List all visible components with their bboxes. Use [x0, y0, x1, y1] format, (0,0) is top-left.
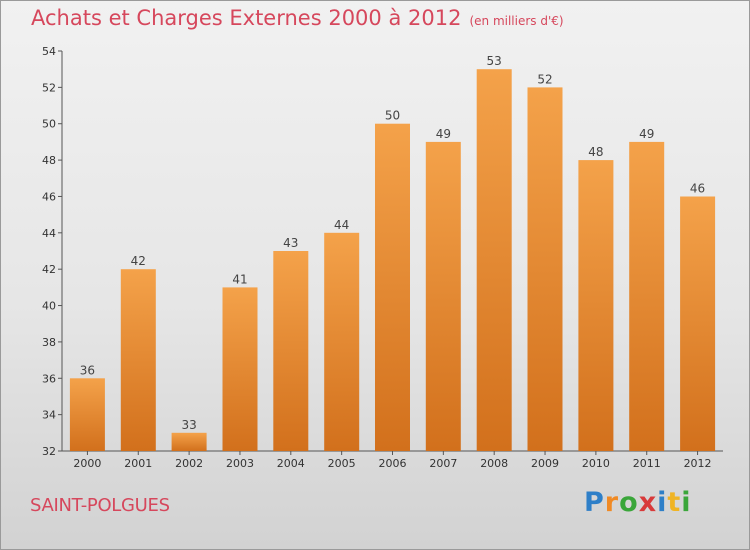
bars [69, 69, 716, 452]
y-tick-label: 46 [42, 190, 56, 203]
y-tick-label: 48 [42, 154, 56, 167]
bar-2005 [324, 232, 360, 451]
chart-title: Achats et Charges Externes 2000 à 2012 (e… [31, 6, 564, 30]
x-tick-label: 2008 [480, 457, 508, 470]
bar-2004 [273, 251, 309, 451]
proxiti-logo: Proxiti [584, 487, 692, 518]
x-axis: 2000 2001 2002 2003 2004 2005 2006 2007 2008 2009… [62, 450, 723, 470]
bar-2001 [120, 269, 156, 451]
y-tick-label: 50 [42, 118, 56, 131]
value-label: 42 [131, 254, 146, 268]
bar-2000 [69, 378, 105, 451]
value-label: 49 [639, 127, 654, 141]
bar-2010 [578, 160, 614, 451]
y-tick-label: 36 [42, 372, 56, 385]
logo-letter: t [667, 487, 682, 518]
bar-2011 [629, 141, 665, 451]
chart-unit: (en milliers d'€) [469, 14, 564, 28]
value-label: 49 [436, 127, 451, 141]
y-tick-label: 32 [42, 445, 56, 458]
y-tick-label: 34 [42, 409, 56, 422]
bar-2009 [527, 87, 563, 452]
bar-2012 [680, 196, 716, 451]
x-tick-label: 2005 [328, 457, 356, 470]
logo-letter: i [681, 487, 692, 518]
x-tick-label: 2004 [277, 457, 305, 470]
value-label: 50 [385, 109, 400, 123]
value-label: 46 [690, 181, 705, 195]
location-name: SAINT-POLGUES [30, 495, 170, 516]
y-tick-label: 38 [42, 336, 56, 349]
x-tick-label: 2001 [124, 457, 152, 470]
x-tick-label: 2010 [582, 457, 610, 470]
value-label: 48 [588, 145, 603, 159]
value-label: 41 [232, 272, 247, 286]
logo-letter: x [638, 487, 658, 518]
y-tick-label: 42 [42, 263, 56, 276]
value-label: 43 [283, 236, 298, 250]
y-tick-label: 52 [42, 81, 56, 94]
x-tick-label: 2007 [429, 457, 457, 470]
x-tick-label: 2003 [226, 457, 254, 470]
bar-2002 [171, 432, 207, 451]
x-tick-label: 2012 [684, 457, 712, 470]
x-tick-label: 2000 [73, 457, 101, 470]
logo-letter: i [657, 487, 668, 518]
value-label: 36 [80, 363, 95, 377]
y-tick-label: 54 [42, 45, 56, 58]
value-label: 44 [334, 218, 349, 232]
chart-title-text: Achats et Charges Externes 2000 à 2012 [31, 6, 462, 30]
bar-2007 [425, 141, 461, 451]
value-label: 52 [537, 72, 552, 86]
y-axis: 32 34 36 38 40 42 44 46 48 50 52 54 [42, 45, 63, 458]
bar-2008 [476, 69, 512, 451]
x-tick-label: 2002 [175, 457, 203, 470]
value-labels: 36 42 33 41 43 44 50 49 53 52 48 49 46 [80, 54, 705, 432]
value-label: 33 [181, 418, 196, 432]
logo-letter: o [619, 487, 639, 518]
bar-2006 [375, 123, 410, 451]
y-tick-label: 40 [42, 300, 56, 313]
y-tick-label: 44 [42, 227, 56, 240]
x-tick-label: 2009 [531, 457, 559, 470]
logo-letter: r [604, 487, 620, 518]
x-tick-label: 2011 [633, 457, 661, 470]
value-label: 53 [487, 54, 502, 68]
x-tick-label: 2006 [379, 457, 407, 470]
logo-letter: P [584, 487, 605, 518]
bar-2003 [222, 287, 258, 451]
